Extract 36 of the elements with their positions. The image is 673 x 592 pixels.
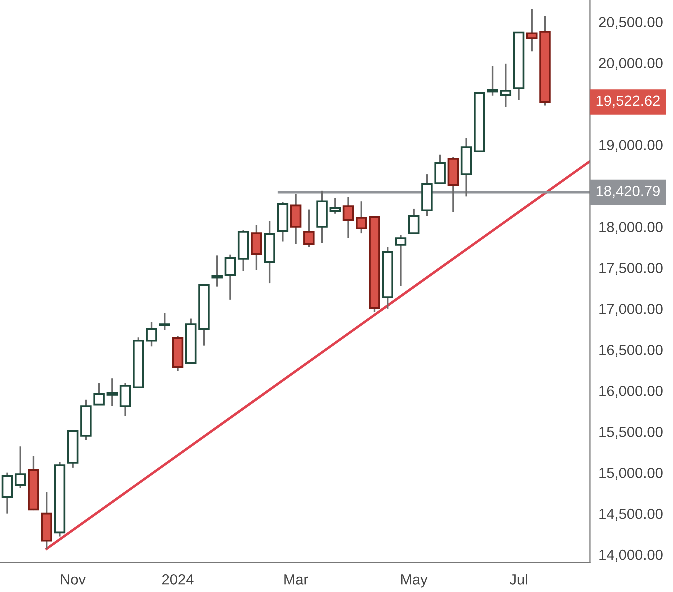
y-tick-label: 18,000.00 xyxy=(600,222,663,234)
y-tick-label: 15,000.00 xyxy=(600,468,663,480)
candlestick xyxy=(14,446,26,490)
y-tick-label: 16,500.00 xyxy=(600,345,663,358)
candlestick xyxy=(342,196,354,240)
y-tick-label: 14,500.00 xyxy=(600,508,663,521)
x-tick-label: Jul xyxy=(510,574,528,585)
candlestick xyxy=(487,66,498,97)
candlestick xyxy=(224,254,236,301)
candlestick xyxy=(251,224,262,272)
y-tick-label: 20,000.00 xyxy=(599,58,663,70)
annotation: 18,420.79 xyxy=(596,186,660,198)
candlestick xyxy=(330,197,342,215)
y-tick-label: 19,000.00 xyxy=(600,140,663,152)
x-tick-label: Mar xyxy=(284,574,308,585)
y-tick-label: 16,000.00 xyxy=(600,386,663,398)
x-tick-label: Nov xyxy=(61,574,86,585)
candlestick xyxy=(2,472,14,515)
y-tick-label: 15,500.00 xyxy=(600,426,663,440)
candlestick xyxy=(159,312,171,332)
candlestick xyxy=(212,254,223,288)
x-tick-label: 2024 xyxy=(162,574,194,585)
x-tick-label: May xyxy=(402,574,428,588)
candlestick xyxy=(290,193,302,246)
candlestick xyxy=(120,382,132,418)
y-tick-label: 17,500.00 xyxy=(600,263,663,276)
text: 19,522.62 xyxy=(596,96,660,108)
candlestick xyxy=(304,208,315,248)
candlestick xyxy=(395,234,407,287)
y-tick-label: 20,500.00 xyxy=(599,17,663,30)
candlestick xyxy=(500,63,512,108)
candlestick xyxy=(106,378,118,408)
y-tick-label: 14,000.00 xyxy=(600,550,663,562)
candlestick xyxy=(94,382,105,406)
candlestick xyxy=(408,208,420,234)
y-tick-label: 17,000.00 xyxy=(600,304,663,316)
